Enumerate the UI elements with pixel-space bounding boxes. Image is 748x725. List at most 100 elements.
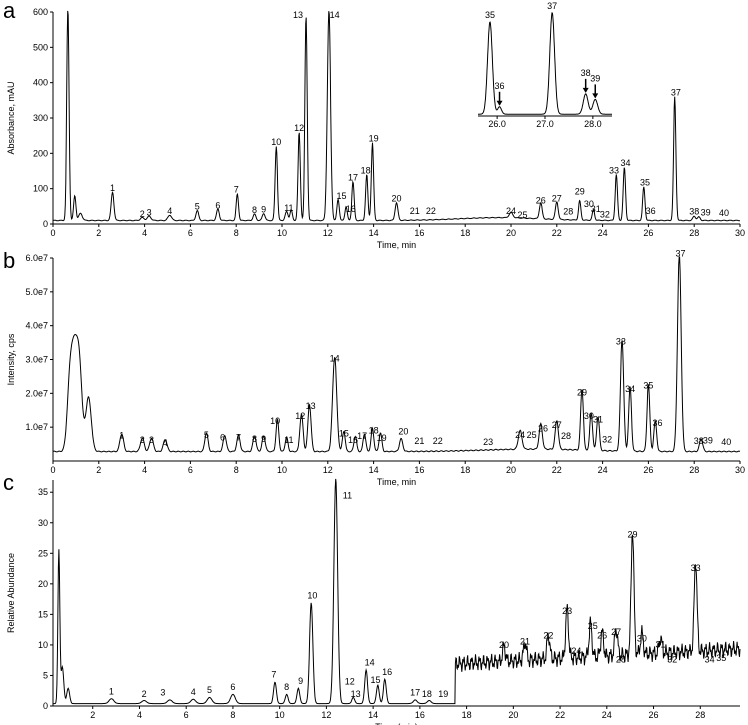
x-tick-label: 24 [598,465,608,475]
peak-label-13: 13 [306,401,316,411]
inset-arrow-head [582,87,589,93]
x-tick-label: 26 [643,228,653,238]
y-axis-title: Intensity, cps [6,333,16,385]
peak-label-10: 10 [307,591,317,601]
peak-label-3: 3 [160,688,165,698]
x-tick-label: 12 [321,710,331,720]
peak-label-13: 13 [293,10,303,20]
x-tick-label: 28 [689,465,699,475]
panel-letter-c: c [3,470,14,495]
peak-label-16: 16 [346,204,356,214]
peak-label-38: 38 [689,207,699,217]
inset-peak-label-38: 38 [581,68,591,78]
peak-label-12: 12 [345,677,355,687]
peak-label-8: 8 [284,682,289,692]
x-axis-title: Time, min [377,240,416,250]
x-tick-label: 24 [602,710,612,720]
y-tick-label: 3.0e7 [25,355,48,365]
peak-label-29: 29 [575,187,585,197]
peak-label-3: 3 [149,435,154,445]
peak-label-9: 9 [261,205,266,215]
peak-label-11: 11 [343,490,352,500]
peak-label-35: 35 [643,381,653,391]
peak-label-15: 15 [370,675,380,685]
x-tick-label: 2 [96,228,101,238]
x-tick-label: 26 [643,465,653,475]
inset-peak-label-36: 36 [495,81,505,91]
peak-label-10: 10 [271,137,281,147]
peak-label-26: 26 [597,630,607,640]
inset-x-tick-label: 26.0 [488,119,506,129]
peak-label-1: 1 [110,183,115,193]
peak-label-35: 35 [716,653,726,663]
x-tick-label: 18 [460,228,470,238]
peak-label-22: 22 [543,630,553,640]
peak-label-16: 16 [382,667,392,677]
inset-peak-label-35: 35 [485,10,495,20]
peak-label-28: 28 [616,655,626,665]
peak-label-17: 17 [348,172,358,182]
x-tick-label: 8 [234,465,239,475]
x-tick-label: 6 [188,228,193,238]
peak-label-29: 29 [577,387,587,397]
peak-label-37: 37 [675,249,685,259]
panel-c: c24681012141618202224262805101520253035T… [3,470,741,725]
x-tick-label: 20 [506,465,516,475]
peak-label-22: 22 [426,206,436,216]
peak-label-29: 29 [628,529,638,539]
peak-label-20: 20 [391,194,401,204]
peak-label-23: 23 [562,606,572,616]
peak-label-9: 9 [261,434,266,444]
y-tick-label: 500 [33,42,48,52]
x-tick-label: 6 [188,465,193,475]
inset-x-tick-label: 28.0 [584,119,602,129]
peak-label-11: 11 [284,435,293,445]
x-tick-label: 24 [598,228,608,238]
peak-label-22: 22 [433,436,443,446]
x-tick-label: 2 [96,465,101,475]
x-tick-label: 18 [460,465,470,475]
y-tick-label: 25 [38,548,48,558]
x-tick-label: 4 [142,465,147,475]
peak-label-39: 39 [701,207,711,217]
x-axis-title: Time, min [377,477,416,487]
peak-label-10: 10 [270,416,280,426]
chromatogram-trace-c [53,478,741,705]
peak-label-33: 33 [616,337,626,347]
y-tick-label: 10 [38,640,48,650]
peak-label-7: 7 [271,669,276,679]
x-tick-label: 18 [462,710,472,720]
y-tick-label: 200 [33,148,48,158]
peak-label-28: 28 [563,207,573,217]
peak-label-3: 3 [147,207,152,217]
peak-label-27: 27 [611,627,621,637]
peak-label-34: 34 [705,655,715,665]
peak-label-6: 6 [220,432,225,442]
x-tick-label: 14 [369,228,379,238]
y-tick-label: 400 [33,78,48,88]
peak-label-5: 5 [204,430,209,440]
peak-label-17: 17 [410,688,420,698]
x-tick-label: 16 [415,710,425,720]
peak-label-27: 27 [552,420,562,430]
panel-letter-a: a [3,0,16,23]
x-tick-label: 16 [414,228,424,238]
peak-label-13: 13 [351,689,361,699]
peak-label-25: 25 [588,621,598,631]
peak-label-30: 30 [584,411,594,421]
x-tick-label: 10 [277,465,287,475]
peak-label-19: 19 [438,689,448,699]
x-tick-label: 30 [735,228,745,238]
peak-label-32: 32 [602,434,612,444]
panel-b: b0 2 4 6 8 10 12 14 16 18 20 22 24 26 28 301.0e72.0e73.… [3,248,745,487]
peak-label-20: 20 [499,640,509,650]
peak-label-2: 2 [140,435,145,445]
x-tick-label: 12 [323,465,333,475]
peak-label-18: 18 [369,426,379,436]
peak-label-16: 16 [348,435,358,445]
peak-label-34: 34 [620,158,630,168]
peak-label-21: 21 [410,206,420,216]
peak-label-38: 38 [694,436,704,446]
peak-label-5: 5 [195,202,200,212]
